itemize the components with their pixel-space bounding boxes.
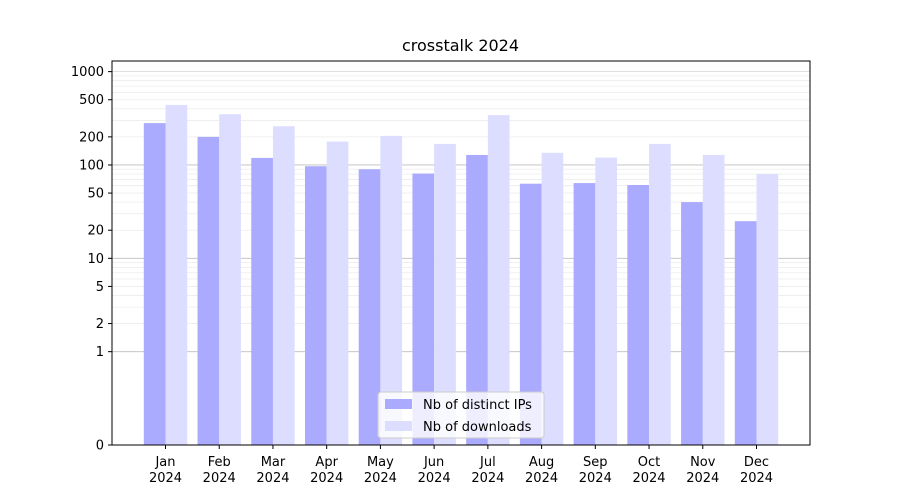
x-tick-label-year: 2024 — [525, 471, 558, 486]
bar-downloads-sep — [595, 157, 618, 446]
bar-downloads-apr — [326, 141, 349, 445]
x-tick-label-year: 2024 — [203, 471, 236, 486]
axes-layer: 01251020501002005001000Jan2024Feb2024Mar… — [71, 60, 811, 486]
x-tick-label-year: 2024 — [310, 471, 343, 486]
y-tick-label: 2 — [96, 317, 104, 332]
bar-distinct-ips-oct — [627, 185, 650, 445]
x-tick-label-month: May — [367, 455, 394, 470]
y-tick-label: 1000 — [71, 65, 104, 80]
y-tick-label: 10 — [87, 252, 104, 267]
x-tick-label-month: Feb — [208, 455, 231, 470]
x-tick-label-month: Sep — [583, 455, 608, 470]
legend-swatch-distinct-ips — [385, 399, 412, 409]
x-tick-label-month: Jun — [423, 455, 444, 470]
bar-distinct-ips-sep — [573, 183, 596, 446]
y-tick-label: 1 — [96, 345, 104, 360]
bar-distinct-ips-jun — [412, 173, 435, 446]
bar-downloads-jul — [487, 115, 510, 445]
x-tick-label-year: 2024 — [471, 471, 504, 486]
bar-downloads-may — [380, 135, 403, 445]
x-tick-label-year: 2024 — [740, 471, 773, 486]
legend-label-distinct-ips: Nb of distinct IPs — [423, 398, 532, 413]
x-tick-label-year: 2024 — [149, 471, 182, 486]
y-tick-label: 50 — [87, 187, 104, 202]
x-tick-label-year: 2024 — [686, 471, 719, 486]
bar-downloads-feb — [219, 114, 241, 446]
bar-distinct-ips-aug — [519, 183, 542, 445]
x-tick-label-month: Dec — [744, 455, 769, 470]
x-tick-label-month: Apr — [315, 455, 338, 470]
chart-title: crosstalk 2024 — [402, 36, 519, 55]
y-tick-label: 100 — [79, 158, 104, 173]
y-tick-label: 200 — [79, 130, 104, 145]
x-tick-label-year: 2024 — [632, 471, 665, 486]
x-tick-label-month: Mar — [261, 455, 286, 470]
bar-downloads-nov — [702, 154, 725, 445]
bar-downloads-jun — [434, 143, 456, 445]
x-tick-label-year: 2024 — [418, 471, 451, 486]
x-tick-label-month: Jan — [154, 455, 175, 470]
bar-distinct-ips-mar — [251, 157, 273, 446]
bar-distinct-ips-feb — [197, 136, 220, 445]
y-tick-label: 500 — [79, 93, 104, 108]
bar-downloads-dec — [756, 174, 779, 445]
legend: Nb of distinct IPs Nb of downloads — [377, 391, 545, 439]
x-tick-label-year: 2024 — [364, 471, 397, 486]
x-tick-label-month: Aug — [529, 455, 554, 470]
bar-distinct-ips-jul — [466, 154, 488, 445]
bar-distinct-ips-may — [358, 169, 381, 446]
y-tick-label: 5 — [96, 280, 104, 295]
bar-distinct-ips-jan — [143, 123, 166, 445]
x-tick-label-month: Nov — [690, 455, 716, 470]
bar-distinct-ips-dec — [734, 221, 757, 445]
bar-distinct-ips-apr — [304, 166, 327, 446]
legend-box — [377, 391, 545, 439]
bar-downloads-mar — [272, 126, 295, 446]
x-tick-label-month: Jul — [479, 455, 496, 470]
x-tick-label-year: 2024 — [579, 471, 612, 486]
y-tick-label: 0 — [96, 439, 104, 454]
x-tick-label-year: 2024 — [256, 471, 289, 486]
plot-frame — [111, 60, 811, 446]
bar-downloads-oct — [649, 143, 671, 445]
bar-downloads-jan — [165, 104, 188, 446]
bars-layer — [143, 104, 779, 446]
legend-swatch-downloads — [385, 421, 412, 431]
y-tick-label: 20 — [87, 224, 104, 239]
bar-distinct-ips-nov — [681, 202, 703, 445]
legend-label-downloads: Nb of downloads — [423, 420, 532, 435]
x-tick-label-month: Oct — [638, 455, 660, 470]
bar-downloads-aug — [541, 152, 564, 445]
